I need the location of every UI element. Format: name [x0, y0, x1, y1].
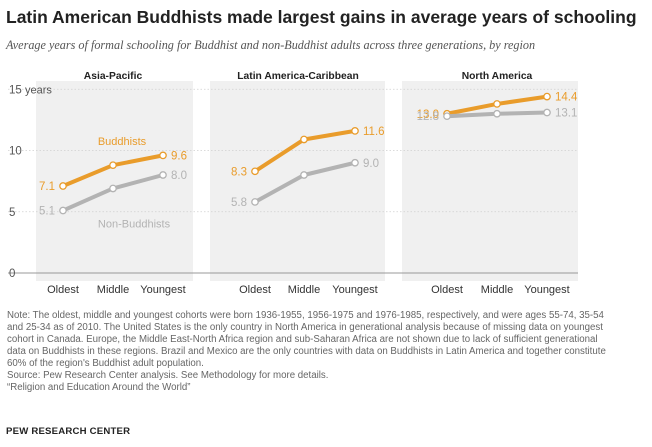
data-label: 8.3: [231, 166, 247, 178]
data-point: [109, 184, 117, 193]
note-line: and 25-34 as of 2010. The United States …: [7, 322, 603, 334]
panel-background: [36, 81, 193, 281]
x-tick-label: Oldest: [47, 284, 79, 296]
data-point: [109, 161, 117, 170]
data-point: [159, 171, 167, 179]
data-label: 9.0: [363, 158, 379, 170]
y-tick-label: 0: [9, 268, 15, 280]
data-label: 7.1: [39, 181, 55, 193]
x-tick-label: Middle: [97, 284, 129, 296]
x-tick-label: Youngest: [332, 284, 377, 296]
data-label: 13.0: [417, 109, 439, 121]
data-label: 5.8: [231, 197, 247, 209]
source-line: Source: Pew Research Center analysis. Se…: [7, 370, 329, 382]
data-point: [59, 182, 67, 190]
x-tick-label: Oldest: [431, 284, 463, 296]
y-tick-label: 5: [9, 207, 15, 219]
data-label: 11.6: [363, 126, 385, 138]
pew-logo: PEW RESEARCH CENTER: [6, 426, 131, 437]
report-title-line: “Religion and Education Around the World…: [7, 382, 191, 394]
panel-title: North America: [462, 71, 533, 82]
data-point: [493, 100, 501, 108]
chart-svg: 0 5 10 15 years Asia-Pacific Oldest Middle Young…: [8, 71, 578, 296]
series-label: Non-Buddhists: [98, 219, 171, 231]
panel-title: Latin America-Caribbean: [237, 71, 359, 82]
data-point: [543, 92, 551, 101]
y-unit-label: years: [25, 84, 52, 96]
x-tick-label: Middle: [288, 284, 320, 296]
note-line: data on Buddhists in these regions. Braz…: [7, 346, 606, 358]
data-point: [493, 109, 501, 118]
chart-subtitle: Average years of formal schooling for Bu…: [6, 38, 536, 52]
x-tick-label: Youngest: [140, 284, 185, 296]
data-point: [251, 198, 259, 206]
data-label: 8.0: [171, 170, 187, 182]
y-tick-label: 10: [9, 146, 22, 158]
data-point: [251, 167, 259, 176]
data-point: [159, 151, 167, 160]
data-point: [443, 112, 451, 121]
data-point: [351, 127, 359, 135]
panel-background: [210, 81, 385, 281]
data-point: [543, 108, 551, 117]
data-point: [300, 135, 308, 144]
note-line: cohort in Canada. Europe, the Middle Eas…: [7, 334, 598, 346]
chart-title: Latin American Buddhists made largest ga…: [6, 7, 637, 27]
data-point: [351, 158, 359, 167]
chart-note: Note: The oldest, middle and youngest co…: [7, 310, 647, 394]
note-line: Note: The oldest, middle and youngest co…: [7, 310, 604, 321]
series-label: Buddhists: [98, 136, 147, 148]
data-point: [300, 171, 308, 179]
data-label: 9.6: [171, 150, 187, 162]
x-tick-label: Middle: [481, 284, 513, 296]
note-line: 60% of the region's Buddhist adult popul…: [7, 358, 204, 370]
panel-title: Asia-Pacific: [84, 71, 143, 82]
data-label: 5.1: [39, 206, 55, 218]
data-label: 12.8: [417, 111, 439, 123]
data-point: [59, 206, 67, 215]
x-tick-label: Oldest: [239, 284, 271, 296]
x-tick-label: Youngest: [524, 284, 569, 296]
y-tick-label: 15: [9, 84, 22, 96]
data-label: 14.4: [555, 92, 578, 104]
data-label: 13.1: [555, 108, 577, 120]
